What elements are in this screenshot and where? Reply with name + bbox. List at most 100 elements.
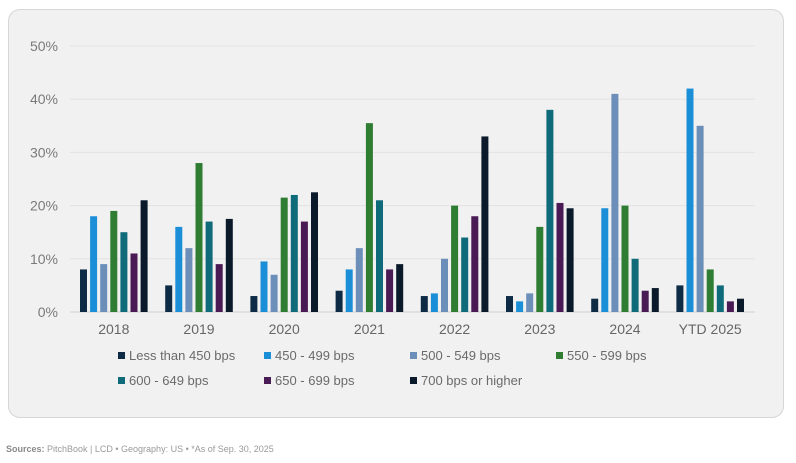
legend-item: 650 - 699 bps <box>264 372 410 388</box>
bar <box>621 205 629 312</box>
bar <box>546 109 554 312</box>
bar <box>716 285 724 312</box>
legend-label: 500 - 549 bps <box>421 347 501 363</box>
bar <box>641 290 649 312</box>
bar <box>737 298 744 312</box>
bars <box>80 88 744 312</box>
y-axis-ticks: 0% 10% 20% 30% 40% 50% <box>30 38 58 320</box>
bar <box>185 248 193 312</box>
y-tick-label: 50% <box>30 38 58 54</box>
bar <box>591 298 599 312</box>
legend-swatch <box>118 376 125 384</box>
bar <box>686 88 694 312</box>
x-tick-label: 2023 <box>524 321 555 337</box>
legend-label: 700 bps or higher <box>421 372 523 388</box>
legend-label: 600 - 649 bps <box>129 372 209 388</box>
sources-text: PitchBook | LCD • Geography: US • *As of… <box>44 444 274 454</box>
gridlines <box>70 45 755 313</box>
bar <box>365 123 373 312</box>
bar <box>726 301 734 312</box>
bar <box>205 221 213 312</box>
legend-swatch <box>118 351 125 359</box>
bar <box>290 194 298 312</box>
bar <box>556 202 564 312</box>
x-tick-label: 2019 <box>183 321 214 337</box>
sources-footer: Sources: PitchBook | LCD • Geography: US… <box>6 444 274 454</box>
legend-swatch <box>410 351 417 359</box>
bar <box>260 261 268 312</box>
bar <box>215 264 223 312</box>
bar <box>110 210 118 312</box>
y-tick-label: 10% <box>30 251 58 267</box>
bar <box>451 205 459 312</box>
bar <box>430 293 438 312</box>
legend-swatch <box>410 376 417 384</box>
bar <box>355 248 363 312</box>
bar <box>311 192 318 312</box>
bar <box>461 237 469 312</box>
legend-item: 450 - 499 bps <box>264 347 410 363</box>
legend-item: Less than 450 bps <box>118 347 264 363</box>
legend-item: 550 - 599 bps <box>556 347 702 363</box>
sources-label: Sources: <box>6 444 45 454</box>
legend-label: Less than 450 bps <box>129 347 236 363</box>
legend-item: 600 - 649 bps <box>118 372 264 388</box>
chart-legend: Less than 450 bps 450 - 499 bps 500 - 549 … <box>118 347 718 388</box>
legend-swatch <box>264 376 271 384</box>
bar <box>175 226 183 312</box>
legend-label: 550 - 599 bps <box>567 347 647 363</box>
x-tick-label: YTD 2025 <box>679 321 742 337</box>
x-tick-label: 2018 <box>98 321 129 337</box>
bar <box>601 208 609 312</box>
y-tick-label: 20% <box>30 198 58 214</box>
chart-card <box>8 9 784 418</box>
bar <box>250 296 258 312</box>
legend-swatch <box>556 351 563 359</box>
bar <box>536 226 544 312</box>
legend-label: 650 - 699 bps <box>275 372 355 388</box>
bar <box>120 232 128 312</box>
legend-swatch <box>264 351 271 359</box>
bar <box>130 253 138 312</box>
bar <box>195 163 203 312</box>
bar <box>280 197 288 312</box>
bar <box>651 288 659 312</box>
bar <box>506 296 513 312</box>
bar <box>696 125 704 312</box>
bar <box>611 93 619 312</box>
x-axis-ticks: 2018 2019 2020 2021 2022 2023 2024 YTD 2025 <box>98 321 742 337</box>
bar <box>80 269 87 312</box>
bar <box>270 274 278 312</box>
legend-item: 700 bps or higher <box>410 372 556 388</box>
bar <box>165 285 173 312</box>
bar <box>140 200 148 312</box>
bar <box>676 285 684 312</box>
bar <box>631 258 639 312</box>
x-tick-label: 2021 <box>354 321 385 337</box>
bar <box>706 269 714 312</box>
x-tick-label: 2022 <box>439 321 470 337</box>
bar <box>420 296 428 312</box>
bar <box>566 208 574 312</box>
bar <box>225 218 233 312</box>
bar <box>335 290 343 312</box>
bar <box>396 264 404 312</box>
bar <box>90 216 98 312</box>
bar <box>345 269 353 312</box>
bar <box>481 136 489 312</box>
y-tick-label: 30% <box>30 144 58 160</box>
legend-item: 500 - 549 bps <box>410 347 556 363</box>
legend-label: 450 - 499 bps <box>275 347 355 363</box>
y-tick-label: 40% <box>30 91 58 107</box>
bar <box>516 301 524 312</box>
bar <box>471 216 479 312</box>
bar <box>386 269 394 312</box>
bar <box>100 264 108 312</box>
x-tick-label: 2020 <box>269 321 300 337</box>
y-tick-label: 0% <box>38 304 58 320</box>
bar <box>376 200 383 312</box>
x-tick-label: 2024 <box>609 321 640 337</box>
bar <box>441 258 448 312</box>
bar <box>526 293 534 312</box>
